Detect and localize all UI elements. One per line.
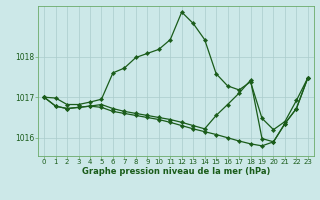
X-axis label: Graphe pression niveau de la mer (hPa): Graphe pression niveau de la mer (hPa) (82, 167, 270, 176)
